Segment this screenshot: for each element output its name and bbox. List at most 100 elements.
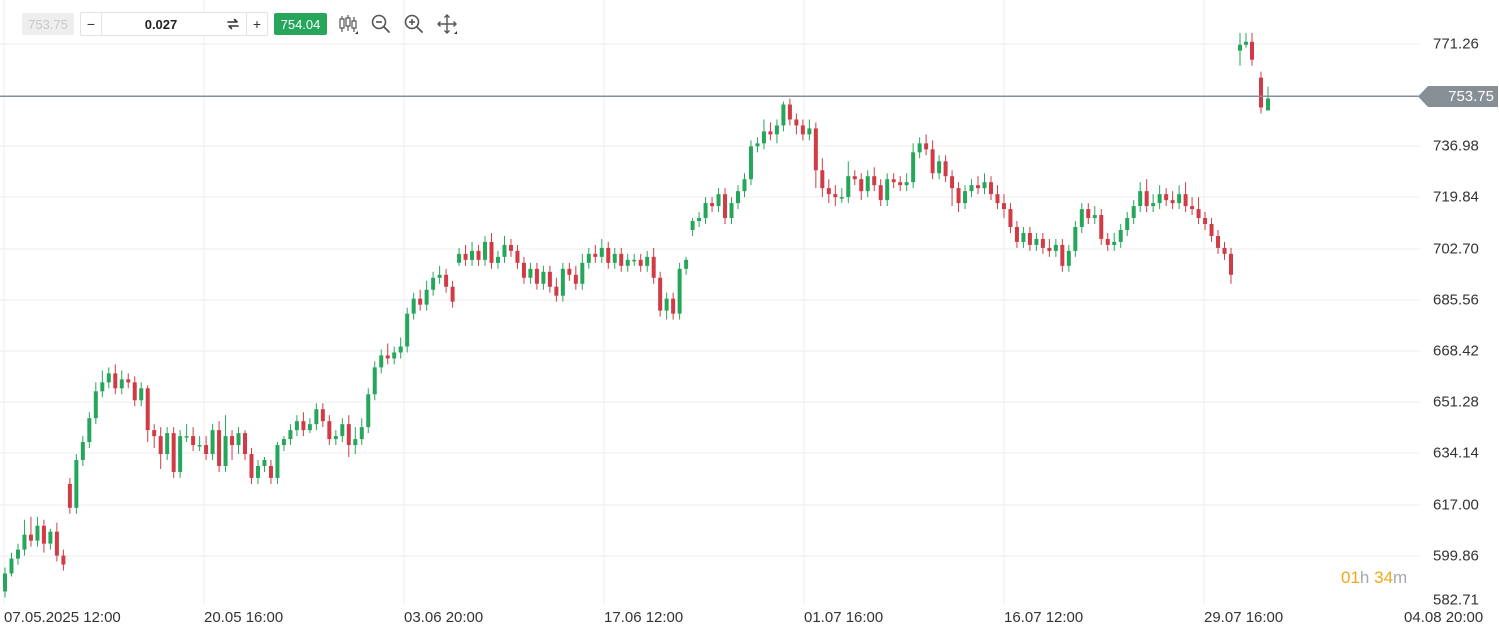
candle-body [1131,206,1136,219]
candle [87,412,92,449]
candle [1131,200,1136,225]
candle-body [1151,203,1156,207]
candle [534,262,539,290]
candle [937,155,942,180]
candle [917,137,922,159]
candle [573,265,578,290]
candle [28,516,33,547]
candle-body [333,436,338,440]
candle-body [723,194,728,219]
candle-body [508,244,513,251]
candle-body [1170,200,1175,204]
candle [15,543,20,565]
candle-body [839,197,844,199]
candle [1209,218,1214,242]
candle [74,454,79,514]
candle-body [1053,244,1058,251]
candle [132,376,137,407]
candle [178,430,183,478]
candle-body [1008,209,1013,227]
candle [781,101,786,132]
candle-body [184,436,189,438]
candle-body [9,558,14,574]
candle [113,364,118,395]
swap-arrows-icon[interactable] [220,13,246,35]
candle [1183,182,1188,213]
candle-body [217,430,222,466]
candle-body [372,367,377,395]
candle-body [891,179,896,183]
candle-body [236,433,241,446]
quantity-input[interactable]: 0.027 [144,16,178,32]
candle-body [1040,238,1045,248]
candle-body [1014,226,1019,242]
candle-body [210,430,215,455]
candle-body [483,241,488,260]
countdown-hours-unit: h [1359,568,1370,587]
crosshair-icon[interactable] [435,12,459,36]
candle-body [768,131,773,135]
candle [210,424,215,460]
candle [1222,241,1227,260]
candle [1027,226,1032,251]
candle [1259,71,1263,114]
candle-body [444,274,449,287]
candle-body [898,182,903,186]
bid-price[interactable]: 753.75 [22,13,74,35]
candle-body [353,439,358,446]
candle [859,173,864,201]
candle [703,197,708,225]
candle-body [379,355,384,368]
price-tick-label: 719.84 [1433,188,1479,206]
candle [437,265,442,284]
zoom-out-icon[interactable] [369,12,393,36]
candle-body [470,250,475,260]
candle-body [405,313,410,347]
candle [1203,212,1208,230]
candle-body [288,430,293,440]
candlestick-icon[interactable] [336,12,360,36]
candle-body [950,176,955,189]
candle [794,113,799,135]
decrease-quantity-button[interactable]: − [81,13,102,35]
candle-body [93,391,98,419]
candle [307,418,312,434]
candle [165,427,170,460]
candle [768,122,773,141]
candle-body [22,534,27,550]
candle [1040,232,1045,254]
candle-body [554,286,559,296]
candle [1144,179,1149,213]
candle-body [495,256,500,263]
candle-body [119,379,124,389]
candle-body [865,176,870,192]
candle-body [729,203,734,219]
candle [898,176,903,192]
countdown-minutes-unit: m [1393,568,1408,587]
candle-body [930,149,935,174]
candle [625,253,630,272]
candle [632,253,637,266]
candle-body [268,465,273,478]
candle-body [1164,194,1169,201]
candle [1138,182,1143,213]
price-tick-label: 651.28 [1433,393,1479,411]
ask-price[interactable]: 754.04 [274,13,327,35]
candle [813,122,818,189]
candle-body [1099,215,1104,239]
zoom-in-icon[interactable] [402,12,426,36]
candle [275,442,280,484]
increase-quantity-button[interactable]: + [246,13,267,35]
candle-body [943,161,948,177]
candle-body [1086,209,1091,219]
candle [171,427,176,478]
candle-body [255,465,260,478]
candle-countdown: 01h 34m [1341,568,1407,588]
candle [658,271,663,317]
candle [489,232,494,269]
candle [755,137,760,153]
candle [184,424,189,443]
candle-body [560,268,565,296]
candle-body [463,253,468,260]
